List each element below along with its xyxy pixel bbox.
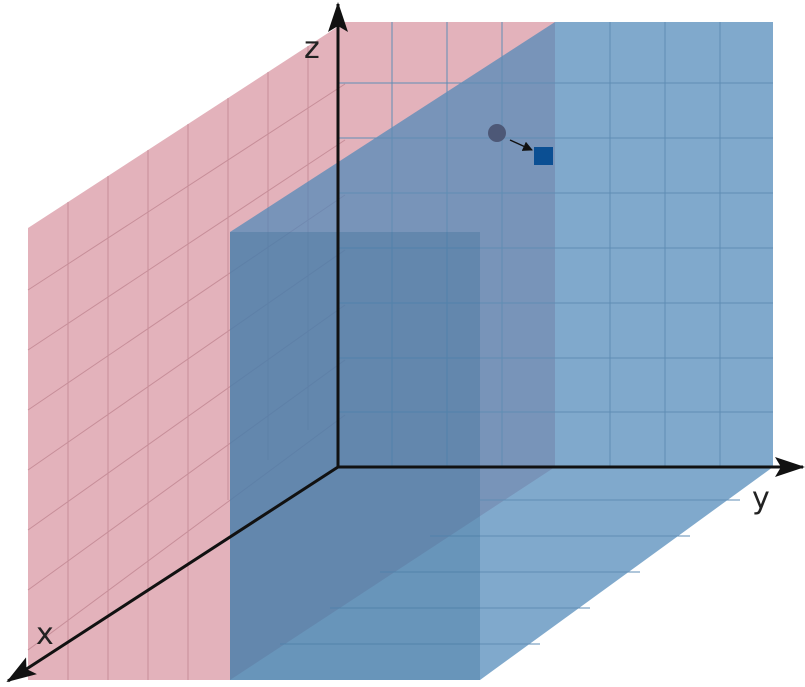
x-label: x <box>36 617 54 652</box>
blue-grid <box>280 22 773 645</box>
move-arrow <box>509 139 533 151</box>
x-axis <box>6 465 339 683</box>
z-label: z <box>304 31 320 66</box>
blue-front-face <box>230 232 480 680</box>
point-square <box>534 147 553 165</box>
point-circle <box>488 124 506 142</box>
y-label: y <box>752 481 770 516</box>
